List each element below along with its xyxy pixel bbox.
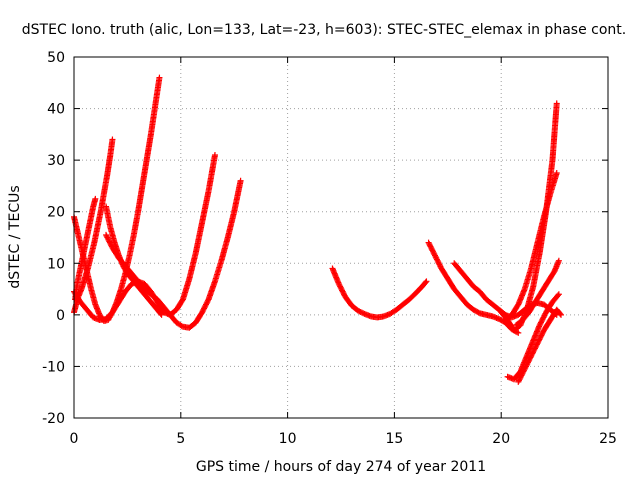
data-points [71, 74, 565, 385]
data-point-series-5 [157, 310, 164, 317]
data-point-series-1 [92, 195, 99, 202]
y-tick-label: -10 [42, 359, 65, 375]
y-axis-label: dSTEC / TECUs [7, 185, 23, 288]
data-point-series-6 [423, 278, 430, 285]
x-axis-label: GPS time / hours of day 274 of year 2011 [196, 459, 486, 475]
y-tick-label: 10 [47, 256, 65, 272]
data-point-series-10 [553, 170, 560, 177]
data-point-series-4 [237, 177, 244, 184]
data-point-series-2 [156, 74, 163, 81]
y-tick-label: -20 [42, 411, 65, 427]
data-point-series-6 [422, 279, 429, 286]
x-tick-label: 15 [385, 431, 403, 447]
y-tick-label: 50 [47, 50, 65, 66]
data-point-series-13 [555, 257, 562, 264]
data-point-series-9 [553, 100, 560, 107]
y-tick-label: 0 [56, 308, 65, 324]
x-tick-label: 25 [599, 431, 617, 447]
data-point-series-7 [515, 329, 522, 336]
chart-title: dSTEC Iono. truth (alic, Lon=133, Lat=-2… [22, 22, 626, 38]
data-point-series-3 [211, 151, 218, 158]
x-tick-label: 20 [492, 431, 510, 447]
y-tick-label: 40 [47, 102, 65, 118]
data-point-series-11 [555, 291, 562, 298]
y-tick-label: 20 [47, 205, 65, 221]
data-point-series-11 [554, 292, 561, 299]
data-point-series-12 [558, 311, 565, 318]
x-tick-label: 10 [279, 431, 297, 447]
plot-frame [73, 56, 609, 419]
y-tick-label: 30 [47, 153, 65, 169]
x-tick-label: 5 [176, 431, 185, 447]
axis-ticks: 0 5 10 15 20 25 -20 -10 0 10 20 30 40 50 [42, 50, 617, 447]
data-point-series-12 [557, 310, 564, 317]
x-tick-label: 0 [70, 431, 79, 447]
data-point-series-0 [109, 136, 116, 143]
data-point-series-5 [158, 311, 165, 318]
